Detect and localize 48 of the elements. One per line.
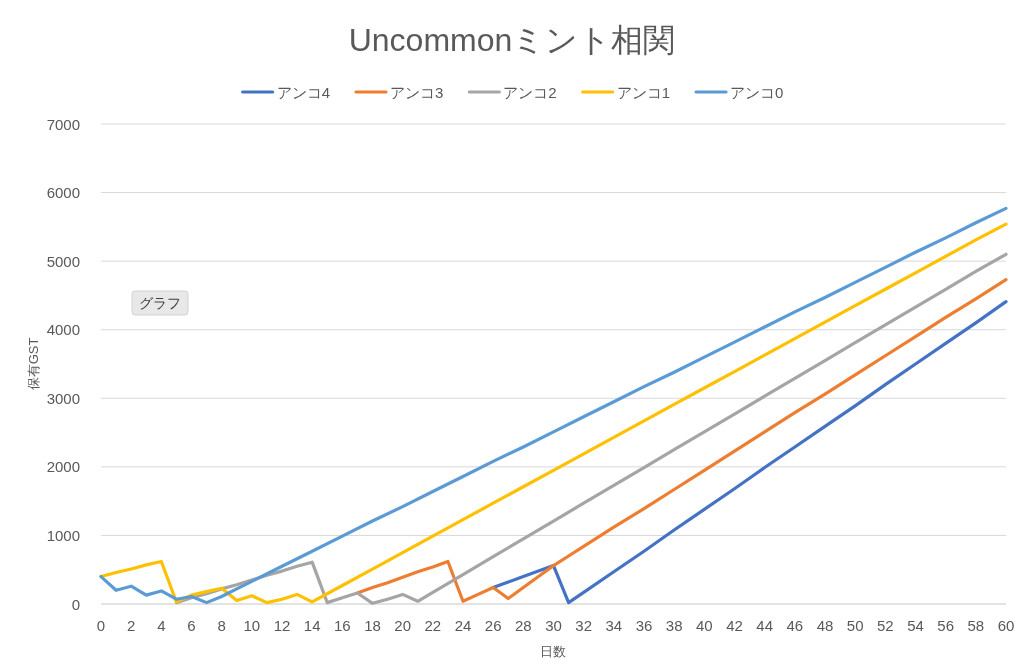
y-tick-label: 3000	[46, 389, 80, 407]
y-tick-label: 2000	[46, 458, 80, 476]
y-tick-label: 1000	[46, 526, 80, 544]
x-tick-label: 46	[786, 616, 804, 634]
x-tick-label: 48	[816, 616, 834, 634]
x-tick-label: 56	[937, 616, 955, 634]
x-tick-label: 24	[454, 616, 472, 634]
x-tick-label: 22	[424, 616, 442, 634]
y-tick-label: 5000	[46, 252, 80, 270]
x-tick-label: 10	[243, 616, 261, 634]
x-axis-title: 日数	[540, 643, 566, 659]
x-tick-label: 26	[484, 616, 502, 634]
x-tick-label: 28	[514, 616, 532, 634]
x-tick-label: 18	[364, 616, 381, 634]
x-tick-label: 12	[273, 616, 291, 634]
x-tick-label: 34	[605, 616, 623, 634]
x-tick-label: 14	[303, 616, 321, 634]
x-tick-label: 8	[217, 616, 226, 634]
legend-label: アンコ2	[503, 83, 557, 101]
x-tick-label: 36	[635, 616, 653, 634]
x-tick-label: 58	[967, 616, 985, 634]
x-tick-label: 20	[394, 616, 412, 634]
annotation: グラフ	[139, 295, 181, 311]
x-tick-label: 40	[695, 616, 713, 634]
x-tick-label: 6	[187, 616, 196, 634]
x-tick-label: 52	[876, 616, 894, 634]
x-tick-label: 50	[846, 616, 864, 634]
x-tick-label: 2	[126, 616, 136, 634]
y-tick-label: 0	[71, 595, 80, 613]
x-tick-label: 30	[545, 616, 562, 634]
x-tick-label: 60	[997, 616, 1015, 634]
legend-label: アンコ1	[616, 83, 671, 101]
x-tick-label: 42	[726, 616, 743, 634]
x-tick-label: 44	[756, 616, 774, 634]
x-tick-label: 32	[575, 616, 593, 634]
y-tick-label: 7000	[46, 115, 80, 133]
x-tick-label: 54	[907, 616, 924, 634]
legend-label: アンコ4	[276, 83, 330, 101]
x-tick-label: 38	[665, 616, 683, 634]
legend-label: アンコ0	[730, 83, 784, 101]
x-tick-label: 4	[157, 616, 166, 634]
y-tick-label: 4000	[46, 321, 80, 339]
x-tick-label: 16	[333, 616, 351, 634]
y-axis-title: 保有GST	[25, 337, 41, 391]
legend-label: アンコ3	[389, 83, 444, 101]
chart-title: Uncommonミント相関	[348, 22, 676, 58]
x-tick-label: 0	[96, 616, 106, 634]
y-tick-label: 6000	[46, 184, 80, 202]
